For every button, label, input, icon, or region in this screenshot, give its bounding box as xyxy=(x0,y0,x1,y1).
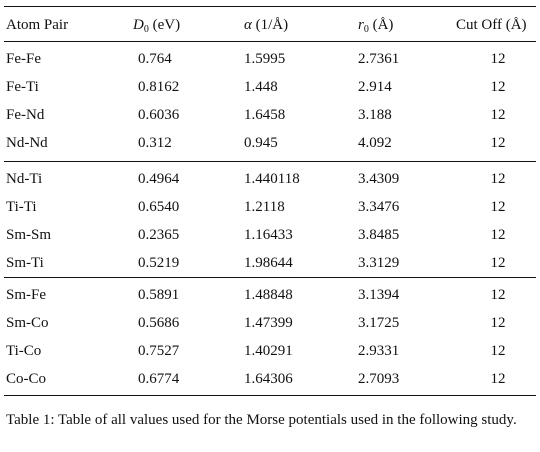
header-r0-unit: (Å) xyxy=(372,17,394,33)
alpha-cell: 1.47399 xyxy=(244,315,293,331)
r0-cell: 3.3476 xyxy=(358,199,400,215)
alpha-cell: 0.945 xyxy=(244,135,278,151)
r0-cell: 2.7093 xyxy=(358,371,400,387)
d0-cell: 0.4964 xyxy=(138,171,180,187)
d0-cell: 0.2365 xyxy=(138,227,180,243)
alpha-cell: 1.98644 xyxy=(244,255,293,271)
cutoff-cell: 12 xyxy=(490,315,506,331)
atom-pair-cell: Sm-Fe xyxy=(6,287,47,303)
r0-cell: 4.092 xyxy=(358,135,392,151)
header-r0-subscript: 0 xyxy=(363,24,369,35)
header-d0: D0 (eV) xyxy=(133,16,181,35)
alpha-cell: 1.40291 xyxy=(244,343,293,359)
d0-cell: 0.5219 xyxy=(138,255,180,271)
atom-pair-cell: Sm-Sm xyxy=(6,227,52,243)
group-rule-2 xyxy=(4,277,536,278)
alpha-cell: 1.448 xyxy=(244,79,278,95)
r0-cell: 3.3129 xyxy=(358,255,400,271)
alpha-cell: 1.6458 xyxy=(244,107,286,123)
atom-pair-cell: Ti-Co xyxy=(6,343,42,359)
d0-cell: 0.764 xyxy=(138,51,172,67)
r0-cell: 2.914 xyxy=(358,79,392,95)
atom-pair-cell: Nd-Nd xyxy=(6,135,48,151)
group-rule-1 xyxy=(4,161,536,162)
cutoff-cell: 12 xyxy=(490,343,506,359)
d0-cell: 0.8162 xyxy=(138,79,180,95)
cutoff-cell: 12 xyxy=(490,171,506,187)
header-d0-subscript: 0 xyxy=(143,24,149,35)
header-atom-pair: Atom Pair xyxy=(6,17,69,33)
cutoff-cell: 12 xyxy=(490,199,506,215)
r0-cell: 3.1725 xyxy=(358,315,400,331)
cutoff-cell: 12 xyxy=(490,371,506,387)
header-alpha-symbol: α xyxy=(244,17,252,33)
header-cutoff: Cut Off (Å) xyxy=(456,17,527,33)
cutoff-cell: 12 xyxy=(490,107,506,123)
d0-cell: 0.312 xyxy=(138,135,172,151)
alpha-cell: 1.5995 xyxy=(244,51,286,67)
header-alpha-unit: (1/Å) xyxy=(255,17,289,33)
header-rule xyxy=(4,41,536,42)
d0-cell: 0.5686 xyxy=(138,315,180,331)
alpha-cell: 1.64306 xyxy=(244,371,293,387)
r0-cell: 3.8485 xyxy=(358,227,400,243)
cutoff-cell: 12 xyxy=(490,51,506,67)
r0-cell: 3.1394 xyxy=(358,287,400,303)
d0-cell: 0.6774 xyxy=(138,371,180,387)
header-r0-symbol: r xyxy=(358,17,364,33)
bottom-rule xyxy=(4,395,536,397)
cutoff-cell: 12 xyxy=(490,287,506,303)
header-r0: r0 (Å) xyxy=(358,16,394,35)
r0-cell: 2.7361 xyxy=(358,51,400,67)
d0-cell: 0.7527 xyxy=(138,343,180,359)
alpha-cell: 1.16433 xyxy=(244,227,293,243)
r0-cell: 3.4309 xyxy=(358,171,400,187)
atom-pair-cell: Ti-Ti xyxy=(6,199,37,215)
atom-pair-cell: Fe-Fe xyxy=(6,51,41,67)
d0-cell: 0.6036 xyxy=(138,107,180,123)
alpha-cell: 1.48848 xyxy=(244,287,293,303)
cutoff-cell: 12 xyxy=(490,227,506,243)
cutoff-cell: 12 xyxy=(490,79,506,95)
alpha-cell: 1.440118 xyxy=(244,171,300,187)
r0-cell: 3.188 xyxy=(358,107,392,123)
atom-pair-cell: Co-Co xyxy=(6,371,47,387)
d0-cell: 0.6540 xyxy=(138,199,180,215)
atom-pair-cell: Fe-Ti xyxy=(6,79,39,95)
top-rule xyxy=(4,6,536,8)
atom-pair-cell: Fe-Nd xyxy=(6,107,45,123)
r0-cell: 2.9331 xyxy=(358,343,400,359)
atom-pair-cell: Nd-Ti xyxy=(6,171,43,187)
header-d0-unit: (eV) xyxy=(152,17,181,33)
header-d0-symbol: D xyxy=(133,17,144,33)
header-alpha: α (1/Å) xyxy=(244,16,288,34)
cutoff-cell: 12 xyxy=(490,135,506,151)
atom-pair-cell: Sm-Ti xyxy=(6,255,44,271)
cutoff-cell: 12 xyxy=(490,255,506,271)
alpha-cell: 1.2118 xyxy=(244,199,285,215)
d0-cell: 0.5891 xyxy=(138,287,180,303)
atom-pair-cell: Sm-Co xyxy=(6,315,49,331)
table-caption: Table 1: Table of all values used for th… xyxy=(6,412,517,428)
